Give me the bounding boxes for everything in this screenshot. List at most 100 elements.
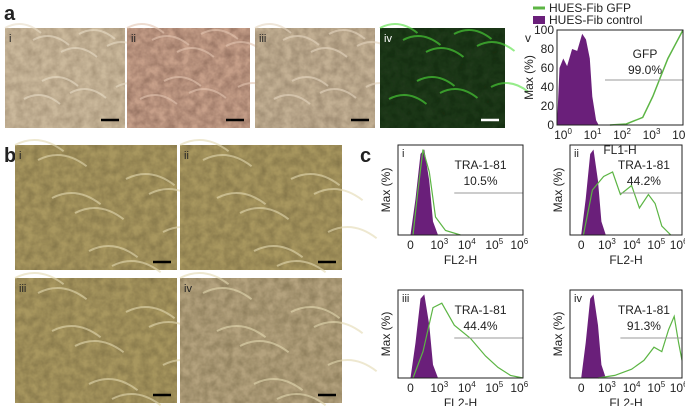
cell [14, 139, 65, 153]
cell [51, 192, 102, 206]
tick-base: 10 [623, 238, 637, 252]
tick-label: 104 [623, 380, 641, 395]
control-histogram [410, 149, 438, 235]
cell [379, 23, 419, 34]
x-axis-label: FL2-H [444, 253, 477, 267]
tick-label: 103 [643, 127, 661, 142]
tick-label: 100 [554, 127, 572, 142]
cell [23, 94, 61, 105]
y-axis-label: Max (%) [379, 312, 393, 357]
gate-value: 44.2% [627, 174, 661, 188]
cell [453, 29, 493, 40]
cell [179, 272, 230, 286]
plot-frame [397, 289, 524, 379]
y-axis-label: Max (%) [551, 168, 565, 213]
y-axis-label: Max (%) [522, 55, 536, 100]
tick-base: 10 [613, 128, 627, 142]
tick-exp: 0 [567, 127, 572, 136]
tick-label: 106 [670, 380, 685, 395]
cell [276, 260, 327, 274]
tick-exp: 5 [499, 237, 504, 246]
cell [328, 29, 366, 40]
cell [439, 88, 479, 99]
x-axis-label: FL2-H [609, 253, 642, 267]
cell [253, 378, 304, 392]
tick-base: 10 [670, 381, 684, 395]
cell [416, 76, 456, 87]
plot-label: iv [574, 293, 582, 305]
marker-name: TRA-1-81 [454, 303, 506, 317]
cell [188, 88, 227, 99]
legend-label: HUES-Fib GFP [549, 1, 631, 15]
cell [239, 207, 290, 221]
tick-exp: 5 [661, 380, 666, 389]
cell [239, 340, 290, 354]
cell [310, 47, 348, 58]
panel-label: c [360, 145, 371, 167]
tick-exp: 1 [597, 127, 602, 136]
legend-label: HUES-Fib control [549, 13, 642, 27]
cell [78, 29, 116, 40]
stained-histogram [412, 149, 461, 236]
tick-label: 106 [510, 380, 528, 395]
tick-exp: 5 [499, 380, 504, 389]
tick-base: 10 [598, 381, 612, 395]
tick-exp: 6 [683, 237, 685, 246]
cell [327, 359, 378, 373]
tick-base: 10 [554, 128, 568, 142]
marker-name: TRA-1-81 [454, 158, 506, 172]
tick-base: 10 [647, 238, 661, 252]
cell [151, 35, 190, 46]
tick-base: 10 [670, 238, 684, 252]
plot-frame [569, 144, 683, 236]
x-axis-label: FL1-H [603, 143, 636, 157]
tick-base: 10 [598, 238, 612, 252]
gate-value: 91.3% [627, 319, 661, 333]
cell [282, 35, 320, 46]
tick-label: 106 [510, 237, 528, 252]
tick-base: 10 [643, 128, 657, 142]
tick-label: 0 [407, 381, 414, 395]
cell [41, 76, 79, 87]
tick-label: 104 [458, 380, 476, 395]
cell [125, 306, 176, 320]
tick-label: 105 [647, 237, 665, 252]
tick-label: 104 [623, 237, 641, 252]
panel-label: b [4, 145, 16, 167]
tick-label: 103 [430, 380, 448, 395]
tick-label: 0 [578, 238, 585, 252]
image-label: iv [184, 283, 192, 295]
control-histogram [581, 294, 606, 378]
marker-name: TRA-1-81 [618, 303, 670, 317]
tick-label: 80 [541, 42, 555, 56]
stained-histogram [597, 314, 683, 379]
image-label: iii [19, 283, 26, 295]
tick-label: 103 [430, 237, 448, 252]
plot-frame [569, 289, 683, 379]
tick-label: 101 [584, 127, 602, 142]
tick-exp: 6 [524, 380, 529, 389]
cell [111, 393, 162, 406]
cell [425, 47, 465, 58]
gate-value: 10.5% [463, 174, 497, 188]
cell [216, 192, 267, 206]
tick-base: 10 [485, 381, 499, 395]
tick-label: 104 [672, 127, 685, 142]
tick-exp: 5 [661, 237, 666, 246]
tick-label: 100 [534, 23, 554, 37]
tick-label: 104 [458, 237, 476, 252]
stained-histogram [412, 302, 524, 379]
gate-value: 44.4% [463, 319, 497, 333]
tick-exp: 4 [636, 237, 641, 246]
plot-label: i [402, 148, 404, 160]
tick-exp: 3 [656, 127, 661, 136]
tick-label: 0 [547, 118, 554, 132]
tick-label: 20 [541, 99, 555, 113]
gate-value: 99.0% [628, 63, 662, 77]
tick-label: 103 [598, 237, 616, 252]
cell [163, 76, 202, 87]
image-label: ii [131, 33, 136, 45]
cell [51, 325, 102, 339]
cell [4, 23, 42, 34]
